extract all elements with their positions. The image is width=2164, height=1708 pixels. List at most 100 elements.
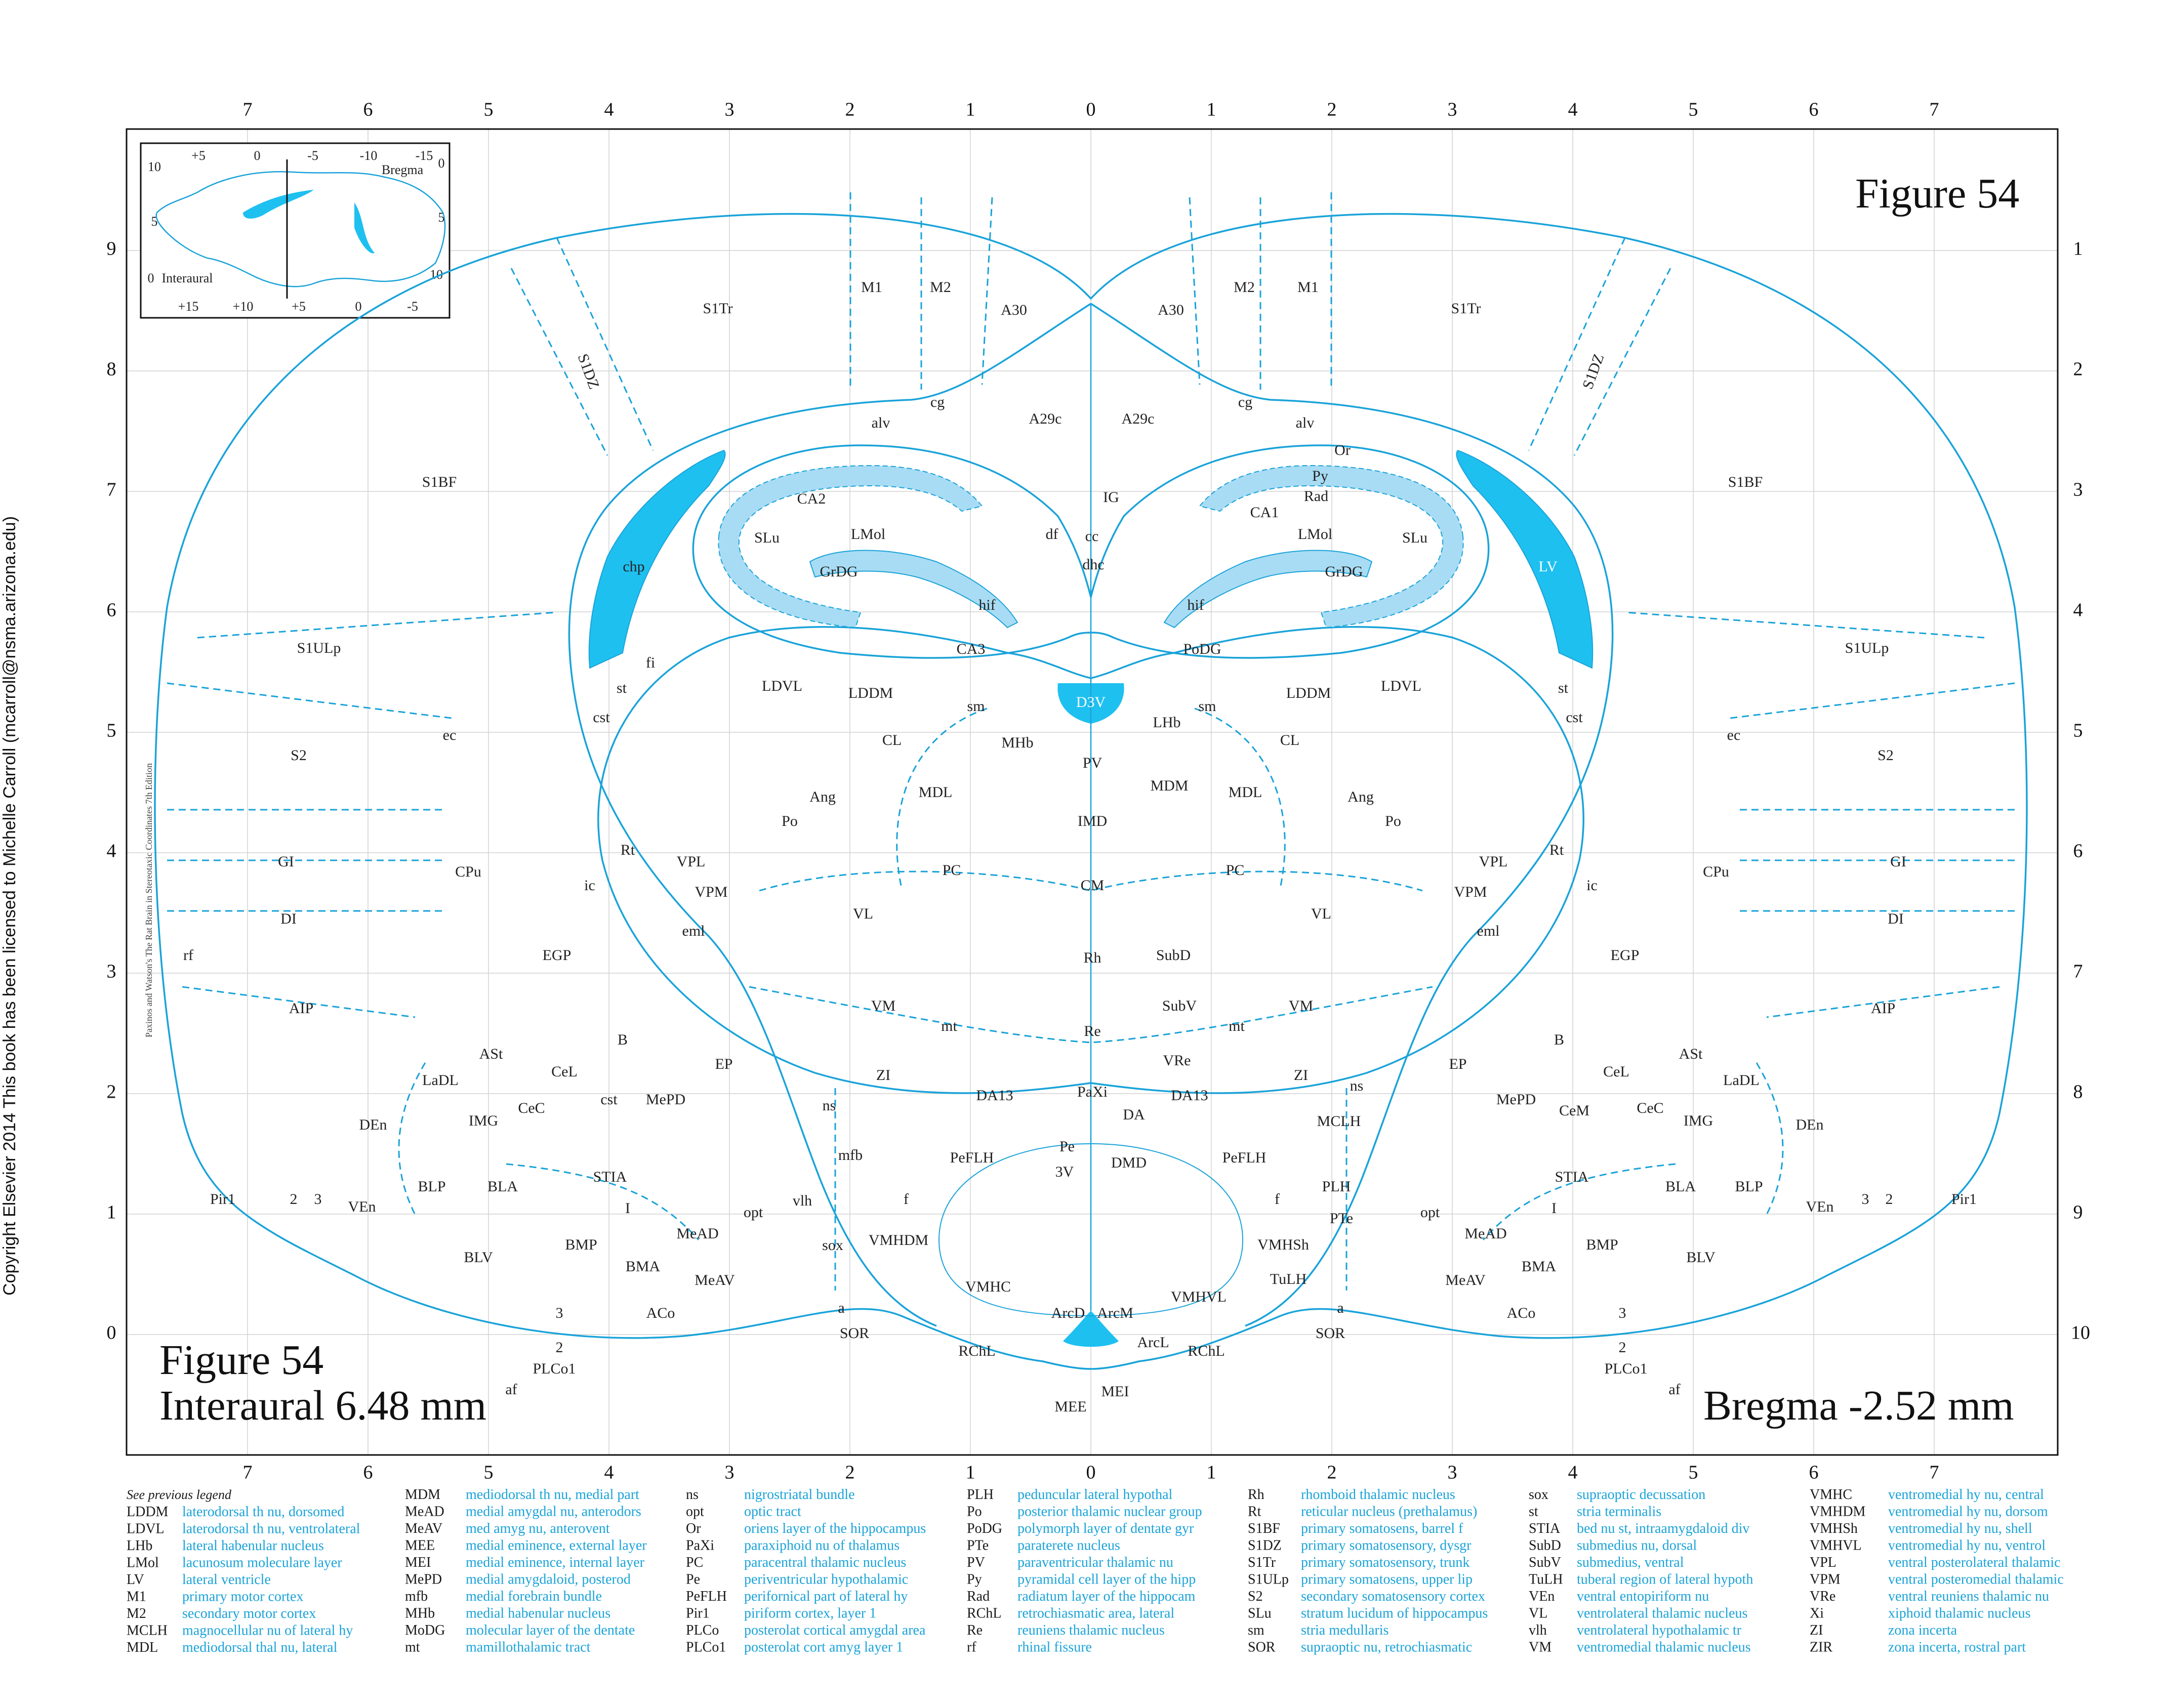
label-cg-left: cg: [930, 394, 945, 410]
legend-abbreviation: Pir1: [686, 1606, 710, 1621]
inset-bregma-label: Bregma: [382, 162, 424, 177]
label-eml-right: eml: [1477, 923, 1500, 939]
legend-definition: reuniens thalamic nucleus: [1017, 1622, 1165, 1638]
label-PV: PV: [1083, 755, 1103, 771]
label-cst-right: cst: [1566, 709, 1583, 726]
label-BLP-right: BLP: [1735, 1178, 1763, 1195]
legend-definition: pyramidal cell layer of the hipp: [1017, 1572, 1196, 1588]
inset-top-tick: 0: [254, 148, 261, 163]
label-M1-right: M1: [1297, 279, 1319, 296]
label-ec-left: ec: [443, 727, 457, 743]
label-sm-left: sm: [967, 698, 985, 715]
legend-abbreviation: PaXi: [686, 1538, 714, 1554]
label-CA1: CA1: [1250, 504, 1279, 521]
label-EP-left: EP: [715, 1056, 732, 1072]
label-ASt-right: ASt: [1679, 1046, 1703, 1062]
label-LaDL-left: LaDL: [422, 1072, 459, 1089]
label-af-right: af: [1668, 1381, 1680, 1398]
legend-abbreviation: VRe: [1810, 1589, 1835, 1604]
top-tick: 0: [1086, 99, 1096, 120]
top-tick: 5: [1689, 99, 1698, 120]
legend-definition: lateral habenular nucleus: [182, 1538, 324, 1554]
inset-bottom-tick: +10: [233, 299, 254, 314]
label-MePD-left: MePD: [646, 1091, 685, 1108]
label-B-left: B: [618, 1031, 628, 1048]
label-DMD: DMD: [1111, 1154, 1147, 1171]
legend-abbreviation: VM: [1529, 1640, 1551, 1655]
label-S2-right: S2: [1877, 747, 1894, 764]
label-MePD-right: MePD: [1496, 1091, 1536, 1108]
legend-abbreviation: Po: [967, 1504, 982, 1520]
figure-number-bottom: Figure 54: [159, 1337, 323, 1384]
right-axis: 1 2 3 4 5 6 7 8 9 10: [2071, 238, 2090, 1344]
label-cst-amyg: cst: [600, 1091, 618, 1108]
label-EGP-right: EGP: [1611, 947, 1640, 964]
bottom-tick: 4: [1568, 1462, 1578, 1483]
legend-definition: oriens layer of the hippocampus: [744, 1521, 926, 1536]
legend-definition: medial amygdaloid, posterod: [466, 1572, 631, 1588]
legend-abbreviation: Rh: [1248, 1487, 1264, 1503]
legend-definition: primary somatosens, barrel f: [1301, 1521, 1463, 1536]
legend-definition: stria medullaris: [1301, 1622, 1389, 1638]
right-tick: 2: [2073, 359, 2083, 380]
label-DEn-right: DEn: [1796, 1116, 1824, 1133]
label-Rt-left: Rt: [621, 842, 635, 858]
legend-definition: ventrolateral thalamic nucleus: [1577, 1606, 1747, 1621]
inset-bottom-tick: +5: [292, 299, 306, 314]
bottom-tick: 6: [363, 1462, 373, 1483]
inset-ventricle-mark: [354, 202, 375, 254]
label-BLP-left: BLP: [418, 1178, 445, 1195]
label-BMP-right: BMP: [1586, 1236, 1618, 1253]
label-3V: 3V: [1055, 1163, 1074, 1180]
legend-abbreviation: LV: [127, 1572, 144, 1588]
label-STIA-left: STIA: [593, 1169, 627, 1185]
legend-abbreviation: Rad: [967, 1589, 990, 1604]
legend-definition: peduncular lateral hypothal: [1017, 1487, 1173, 1503]
label-layer2-left: 2: [290, 1191, 298, 1207]
label-cc: cc: [1085, 528, 1099, 545]
legend-definition: posterolat cortical amygdal area: [744, 1622, 926, 1638]
legend-abbreviation: MHb: [405, 1606, 435, 1621]
inset-right-tick: 0: [438, 156, 445, 171]
bregma-label: Bregma -2.52 mm: [1703, 1382, 2014, 1429]
lateral-ventricle-fill: [1456, 449, 1594, 669]
label-A29c-right: A29c: [1122, 410, 1155, 427]
label-layer2-right: 2: [1886, 1191, 1893, 1207]
left-tick: 8: [107, 359, 116, 380]
label-layer2-amyg-left: 2: [556, 1339, 563, 1356]
bottom-tick: 6: [1809, 1462, 1819, 1483]
legend-abbreviation: SubD: [1529, 1538, 1561, 1554]
right-tick: 3: [2073, 479, 2083, 501]
bottom-tick: 5: [484, 1462, 494, 1483]
label-chp: chp: [623, 558, 644, 575]
legend-abbreviation: VMHDM: [1810, 1504, 1866, 1520]
right-tick: 5: [2073, 720, 2083, 741]
legend-abbreviation: sm: [1248, 1622, 1264, 1638]
label-CA3: CA3: [957, 641, 986, 657]
label-ArcM: ArcM: [1097, 1305, 1133, 1321]
label-VM-right: VM: [1289, 997, 1313, 1014]
legend-abbreviation: LHb: [127, 1538, 152, 1554]
label-DA13-right: DA13: [1171, 1087, 1208, 1104]
label-BLA-left: BLA: [487, 1178, 518, 1195]
granule-band-right: [1163, 550, 1373, 629]
legend-abbreviation: MCLH: [127, 1623, 168, 1639]
label-RChL-left: RChL: [958, 1343, 995, 1359]
label-PLCo1-right: PLCo1: [1604, 1360, 1647, 1377]
legend-abbreviation: Py: [967, 1572, 982, 1588]
label-DI-left: DI: [280, 910, 297, 927]
legend-definition: mediodorsal th nu, medial part: [466, 1487, 639, 1503]
label-B-right: B: [1554, 1031, 1564, 1048]
legend-definition: ventral reuniens thalamic nu: [1888, 1589, 2049, 1604]
legend-abbreviation: LDVL: [127, 1521, 165, 1537]
bottom-axis: 7 6 5 4 3 2 1 0 1 2 3 4 5 6 7: [243, 1462, 1939, 1483]
interaural-label: Interaural 6.48 mm: [159, 1382, 486, 1429]
label-VRe: VRe: [1163, 1052, 1191, 1069]
label-ACo-right: ACo: [1507, 1305, 1536, 1321]
label-PeFLH-right: PeFLH: [1222, 1149, 1267, 1166]
label-a-right: a: [1337, 1300, 1343, 1316]
inset-top-tick: -5: [307, 148, 318, 163]
legend-abbreviation: Xi: [1810, 1606, 1824, 1621]
top-tick: 7: [243, 99, 253, 120]
legend-definition: rhomboid thalamic nucleus: [1301, 1487, 1455, 1503]
